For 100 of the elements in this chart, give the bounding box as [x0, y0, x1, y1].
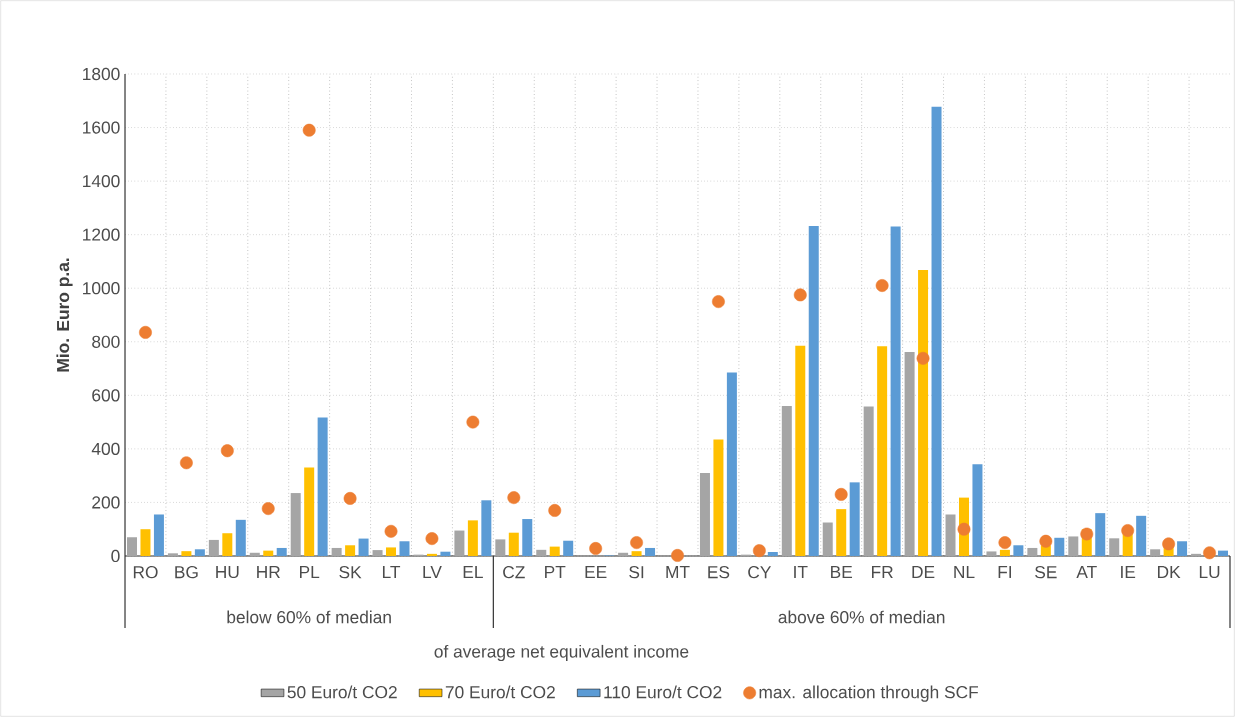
point — [630, 536, 643, 549]
legend-label: max. allocation through SCF — [759, 685, 979, 702]
point — [302, 123, 316, 137]
bar — [631, 551, 642, 556]
x-tick-label: CY — [748, 566, 772, 579]
bar — [222, 533, 233, 556]
point — [1039, 534, 1053, 548]
bar — [795, 345, 806, 556]
y-tick-label: 200 — [92, 496, 120, 509]
bar — [140, 529, 151, 556]
point — [589, 542, 603, 555]
bar — [522, 519, 533, 556]
bar — [1054, 537, 1065, 556]
bar — [549, 546, 560, 556]
point — [916, 351, 930, 365]
bar — [1013, 545, 1024, 556]
bar — [426, 553, 437, 556]
x-tick-label: ES — [708, 566, 730, 579]
bar — [1218, 550, 1229, 556]
bar — [822, 522, 833, 556]
bar — [331, 547, 342, 556]
bar — [181, 551, 192, 556]
x-tick-label: LT — [382, 566, 401, 578]
point — [1080, 527, 1094, 541]
x-tick-label: HU — [216, 566, 239, 579]
bar — [726, 372, 737, 556]
y-tick-label: 1800 — [83, 67, 120, 81]
point — [712, 295, 725, 308]
point — [425, 532, 439, 545]
y-tick-label: 400 — [91, 442, 120, 456]
bar — [276, 547, 287, 556]
x-tick-label: LU — [1199, 566, 1220, 579]
x-tick-label: NL — [954, 566, 975, 578]
text: above 60% of median — [778, 610, 945, 624]
point — [139, 325, 152, 339]
x-tick-label: AT — [1076, 566, 1097, 578]
point — [1121, 524, 1135, 537]
legend-label: 50 Euro/t CO2 — [287, 685, 397, 699]
bar — [931, 106, 942, 556]
bar — [1095, 513, 1106, 556]
x-tick-label: SK — [339, 566, 362, 579]
bar — [618, 552, 629, 556]
bar — [808, 226, 819, 556]
bar — [481, 500, 492, 556]
x-tick-label: FR — [872, 566, 893, 578]
bar — [358, 538, 369, 556]
point — [1162, 537, 1176, 551]
bar — [345, 545, 356, 556]
bar — [890, 226, 901, 556]
x-tick-label: SI — [629, 566, 644, 579]
point — [752, 544, 766, 558]
x-axis-title: of average net equivalent income — [434, 644, 689, 662]
bar — [235, 519, 246, 556]
bar — [399, 541, 410, 556]
point — [261, 502, 275, 515]
x-tick-label: BG — [175, 566, 198, 579]
point — [343, 492, 357, 505]
bar — [645, 547, 656, 556]
y-tick-label: 1400 — [83, 174, 120, 188]
bar — [986, 551, 997, 556]
point — [834, 488, 848, 501]
x-tick-label: CZ — [503, 566, 525, 579]
bar — [877, 346, 888, 556]
point — [1203, 546, 1216, 560]
x-tick-label: LV — [423, 566, 442, 578]
legend-label: 110 Euro/t CO2 — [604, 685, 722, 699]
x-tick-label: FI — [998, 566, 1012, 578]
bar — [167, 553, 178, 556]
bar — [563, 540, 574, 556]
bar — [849, 482, 860, 556]
x-tick-label: IE — [1121, 566, 1136, 578]
bar — [1191, 553, 1202, 556]
bar — [836, 509, 847, 556]
point — [507, 491, 521, 505]
bar — [467, 520, 478, 556]
y-tick-label: 1000 — [83, 282, 120, 295]
bar — [249, 552, 260, 556]
bar — [317, 417, 328, 556]
point — [384, 524, 398, 538]
x-tick-label: SE — [1035, 566, 1057, 579]
point — [875, 279, 889, 292]
bar — [1177, 541, 1188, 556]
bar — [194, 549, 205, 556]
text: below 60% of median — [227, 610, 391, 624]
x-tick-label: PT — [545, 566, 566, 578]
point — [180, 456, 193, 470]
bar — [918, 270, 929, 556]
x-tick-label: IT — [794, 566, 808, 578]
bar — [290, 493, 301, 556]
bar — [508, 532, 519, 556]
bar — [767, 551, 778, 556]
x-tick-label: RO — [133, 566, 158, 579]
x-tick-label: DK — [1158, 566, 1181, 578]
bar — [127, 537, 138, 556]
y-tick-label: 1200 — [83, 228, 120, 241]
point — [793, 288, 807, 302]
y-tick-label: 800 — [92, 335, 120, 348]
bar — [304, 467, 315, 556]
y-tick-label: 1600 — [83, 121, 120, 134]
y-tick-label: 0 — [111, 549, 120, 563]
